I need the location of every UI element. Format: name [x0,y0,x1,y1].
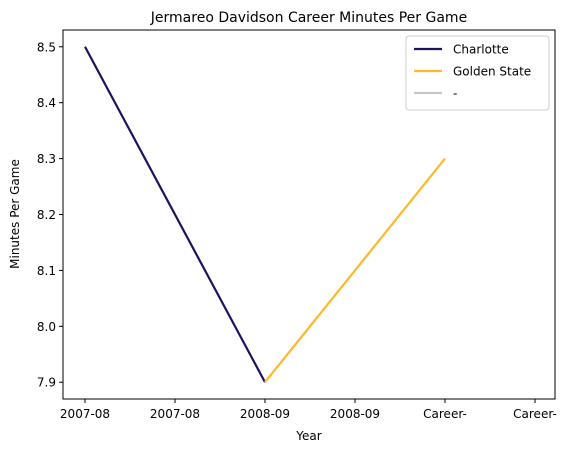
y-tick-label: 8.4 [37,96,56,110]
x-tick-label: 2008-09 [240,407,290,421]
y-tick-label: 8.1 [37,264,56,278]
y-axis-label: Minutes Per Game [8,159,22,269]
y-tick-label: 8.2 [37,208,56,222]
x-axis: 2007-08 2007-08 2008-09 2008-09 Career- Caree… [60,399,557,421]
x-axis-label: Year [295,429,321,443]
legend: Charlotte Golden State - [405,35,550,111]
legend-box [405,35,550,111]
x-tick-label: 2007-08 [150,407,200,421]
series-line-1 [264,157,446,383]
y-tick-label: 8.5 [37,40,56,54]
y-tick-label: 8.0 [37,320,56,334]
y-axis: 7.9 8.0 8.1 8.2 8.3 8.4 8.5 [37,40,63,390]
plot-lines [84,46,446,383]
x-tick-label: Career- [513,407,557,421]
legend-label: Charlotte [453,43,509,57]
legend-label: - [453,87,457,101]
y-tick-label: 7.9 [37,376,56,390]
legend-label: Golden State [453,65,531,79]
x-tick-label: 2007-08 [60,407,110,421]
x-tick-label: Career- [423,407,467,421]
chart-title: Jermareo Davidson Career Minutes Per Gam… [150,10,467,26]
x-tick-label: 2008-09 [330,407,380,421]
series-line-0 [84,46,266,383]
y-tick-label: 8.3 [37,152,56,166]
